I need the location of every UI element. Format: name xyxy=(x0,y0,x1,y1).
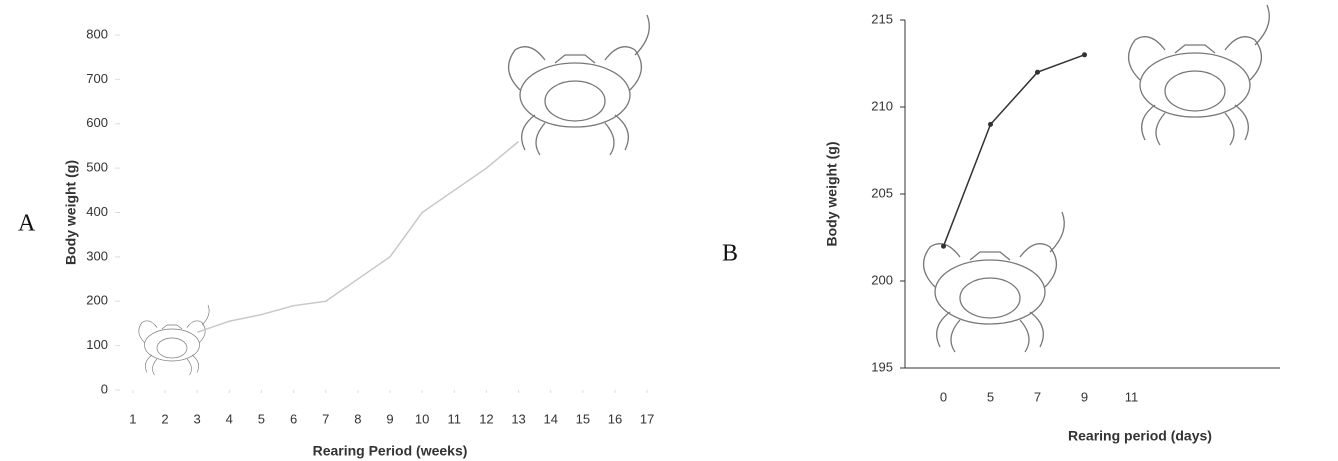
x-axis-title: Rearing period (days) xyxy=(1068,428,1212,444)
y-axis-title: Body weight (g) xyxy=(824,142,840,247)
y-tick-label: 205 xyxy=(871,185,893,200)
x-tick-label: 12 xyxy=(479,411,493,426)
data-line xyxy=(942,54,1085,247)
x-tick-label: 15 xyxy=(576,411,590,426)
x-tick-label: 3 xyxy=(194,411,201,426)
y-tick-label: 195 xyxy=(871,359,893,374)
y-tick-label: 200 xyxy=(86,293,108,308)
y-tick-label: 300 xyxy=(86,248,108,263)
x-tick-label: 17 xyxy=(640,411,654,426)
y-tick-label: 200 xyxy=(871,272,893,287)
x-tick-label: 9 xyxy=(386,411,393,426)
x-tick-label: 10 xyxy=(415,411,429,426)
y-tick-label: 215 xyxy=(871,11,893,26)
x-tick-label: 8 xyxy=(354,411,361,426)
x-tick-label: 11 xyxy=(1125,389,1139,404)
x-tick-label: 14 xyxy=(543,411,557,426)
y-axis-title: Body weight (g) xyxy=(63,160,79,265)
panel-label: B xyxy=(722,241,738,267)
crab-illustration xyxy=(507,14,650,156)
x-tick-label: 5 xyxy=(258,411,265,426)
x-tick-label: 1 xyxy=(129,411,136,426)
y-tick-label: 500 xyxy=(86,160,108,175)
y-tick-label: 0 xyxy=(101,381,108,396)
data-line xyxy=(196,140,520,334)
x-tick-label: 0 xyxy=(940,389,947,404)
x-tick-label: 9 xyxy=(1081,389,1088,404)
y-tick-label: 800 xyxy=(86,26,108,41)
x-tick-label: 7 xyxy=(1034,389,1041,404)
x-tick-label: 13 xyxy=(511,411,525,426)
y-tick-label: 700 xyxy=(86,71,108,86)
panel-label: A xyxy=(18,211,36,237)
x-tick-label: 6 xyxy=(290,411,297,426)
crab-illustration xyxy=(1127,4,1270,146)
x-tick-label: 16 xyxy=(608,411,622,426)
data-point xyxy=(1035,69,1040,75)
data-point xyxy=(1082,52,1087,58)
x-axis-title: Rearing Period (weeks) xyxy=(313,443,468,459)
x-tick-label: 2 xyxy=(161,411,168,426)
crab-illustration xyxy=(922,211,1065,353)
x-tick-label: 4 xyxy=(226,411,233,426)
y-tick-label: 400 xyxy=(86,204,108,219)
data-point xyxy=(988,121,993,127)
x-tick-label: 7 xyxy=(322,411,329,426)
data-point xyxy=(941,243,946,249)
y-tick-label: 100 xyxy=(86,337,108,352)
y-tick-label: 600 xyxy=(86,115,108,130)
y-tick-label: 210 xyxy=(871,98,893,113)
x-tick-label: 11 xyxy=(448,411,462,426)
x-tick-label: 5 xyxy=(987,389,994,404)
crab-illustration xyxy=(138,304,210,376)
